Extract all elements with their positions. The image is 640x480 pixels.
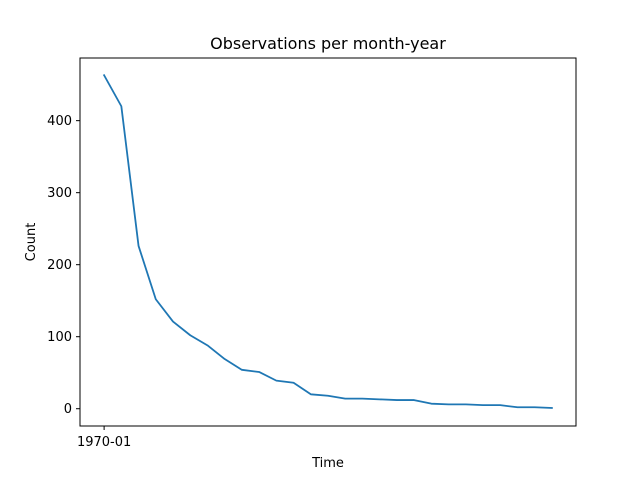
data-point (360, 397, 364, 401)
y-tick-label: 400 (47, 114, 72, 129)
data-point (292, 381, 296, 385)
data-point (240, 368, 244, 372)
data-point (412, 398, 416, 402)
x-axis: 1970-01 (77, 426, 131, 450)
data-point (343, 397, 347, 401)
y-tick-label: 0 (64, 402, 72, 417)
y-axis: 0 100 200 300 400 (47, 114, 80, 417)
plot-frame (79, 57, 577, 427)
data-point (171, 320, 175, 324)
data-point (378, 397, 382, 401)
data-point (515, 405, 519, 409)
data-point (102, 73, 106, 77)
x-tick-label: 1970-01 (77, 435, 131, 450)
data-point (223, 357, 227, 361)
data-point (188, 333, 192, 337)
x-axis-label: Time (311, 456, 344, 471)
data-point (447, 402, 451, 406)
plot-area (102, 73, 554, 410)
y-tick-label: 300 (47, 186, 72, 201)
data-point (309, 392, 313, 396)
data-point (205, 343, 209, 347)
data-point (481, 403, 485, 407)
data-point (154, 297, 158, 301)
data-point (550, 406, 554, 410)
y-tick-label: 200 (47, 258, 72, 273)
data-point (464, 402, 468, 406)
y-tick-label: 100 (47, 330, 72, 345)
y-axis-label: Count (24, 223, 39, 262)
data-point (257, 370, 261, 374)
data-point (395, 398, 399, 402)
data-point (498, 403, 502, 407)
data-point (274, 379, 278, 383)
data-point (533, 405, 537, 409)
data-point (429, 402, 433, 406)
series-line (102, 74, 553, 409)
chart-title: Observations per month-year (210, 34, 446, 53)
data-point (326, 394, 330, 398)
data-point (119, 104, 123, 108)
data-point (137, 244, 141, 248)
